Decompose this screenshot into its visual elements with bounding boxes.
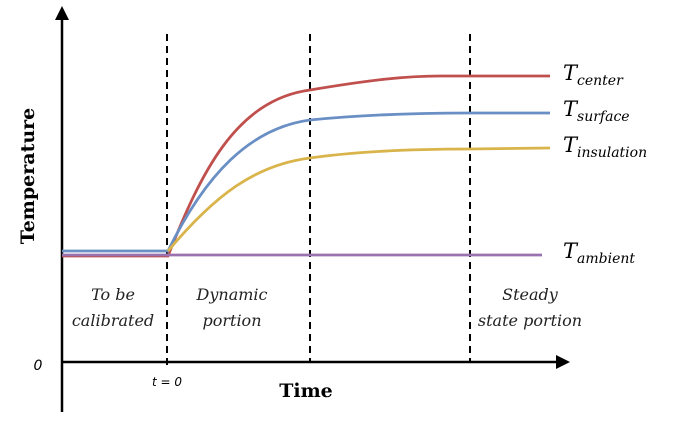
label-ambient: Tambient [563, 239, 635, 267]
region-steady-line2: state portion [478, 311, 582, 330]
label-insulation-sub: insulation [577, 145, 647, 161]
t0-label: t = 0 [152, 375, 182, 389]
label-insulation: Tinsulation [563, 133, 647, 161]
x-axis-arrowhead [556, 355, 570, 369]
curve-surface [62, 111, 550, 253]
region-calibrated-line2: calibrated [72, 311, 154, 330]
region-dynamic-line1: Dynamic [196, 285, 268, 304]
region-calibrated-line1: To be [91, 285, 135, 304]
label-insulation-main: T [563, 133, 579, 157]
curve-center [62, 74, 550, 258]
region-steady-line1: Steady [502, 285, 559, 304]
label-center: Tcenter [563, 61, 624, 89]
label-surface-main: T [563, 97, 579, 121]
label-surface: Tsurface [563, 97, 630, 125]
y-axis-arrowhead [55, 6, 69, 20]
origin-label: 0 [34, 358, 43, 374]
x-axis-title: Time [279, 380, 333, 402]
region-dynamic-line2: portion [202, 311, 261, 330]
label-surface-sub: surface [577, 109, 630, 125]
label-center-sub: center [577, 73, 624, 89]
y-axis-title: Temperature [17, 108, 39, 245]
label-ambient-main: T [563, 239, 579, 263]
label-center-main: T [563, 61, 579, 85]
label-ambient-sub: ambient [577, 251, 635, 267]
curve-insulation [166, 146, 551, 252]
